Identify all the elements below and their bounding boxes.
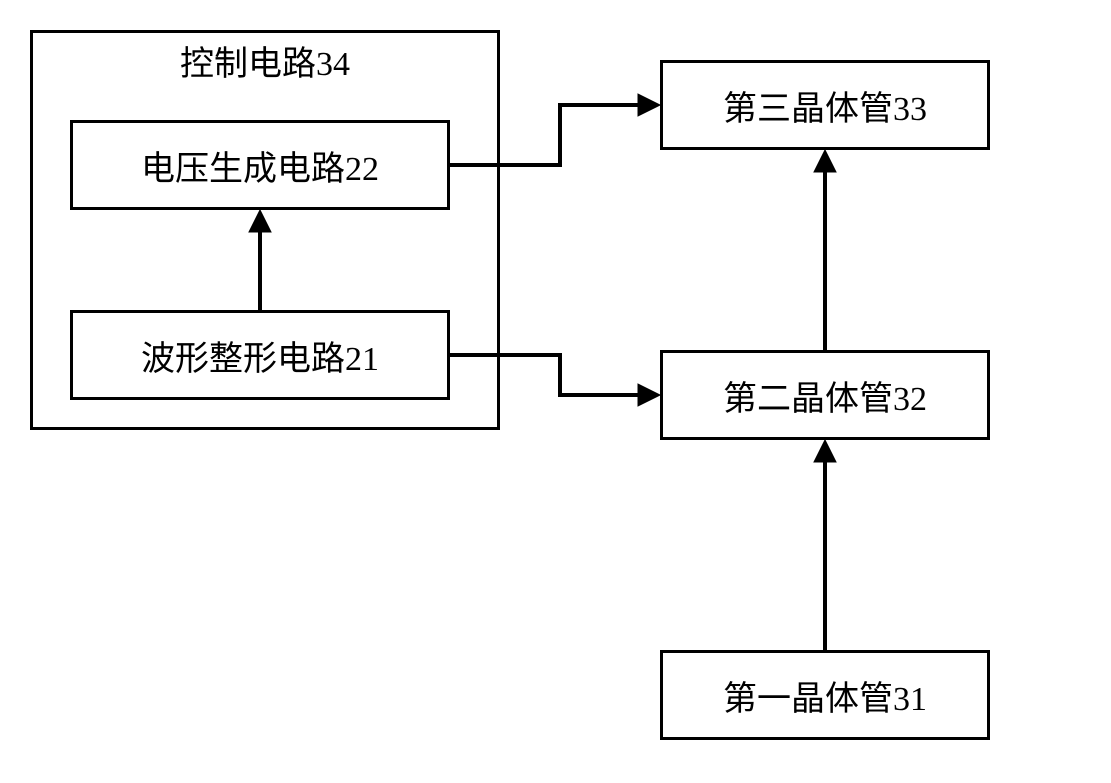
diagram-stage: 控制电路34 电压生成电路22 波形整形电路21 第三晶体管33 第二晶体管32… (0, 0, 1111, 783)
node-label: 波形整形电路21 (141, 331, 379, 380)
node-voltage-gen-22: 电压生成电路22 (70, 120, 450, 210)
node-wave-shape-21: 波形整形电路21 (70, 310, 450, 400)
node-label: 第三晶体管33 (723, 81, 927, 130)
arrowhead-e-22-33 (638, 94, 660, 116)
node-transistor-33: 第三晶体管33 (660, 60, 990, 150)
node-label: 电压生成电路22 (141, 141, 379, 190)
node-transistor-31: 第一晶体管31 (660, 650, 990, 740)
node-label: 第二晶体管32 (723, 371, 927, 420)
node-label: 第一晶体管31 (723, 671, 927, 720)
node-transistor-32: 第二晶体管32 (660, 350, 990, 440)
arrowhead-e-32-33 (814, 150, 836, 172)
arrowhead-e-31-32 (814, 440, 836, 462)
container-title: 控制电路34 (155, 36, 375, 76)
arrowhead-e-21-32 (638, 384, 660, 406)
